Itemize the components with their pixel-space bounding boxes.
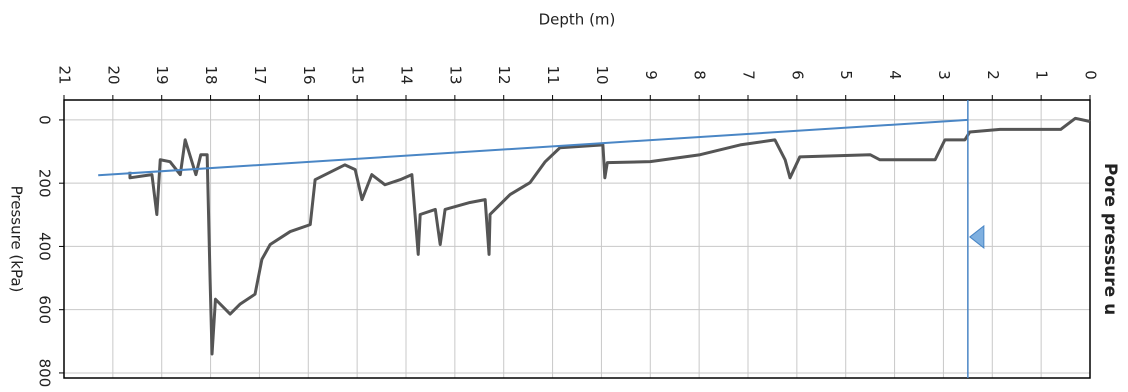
plot-frame [63, 99, 1091, 379]
y-tick-label: 600 [36, 295, 54, 324]
x-tick-label: 16 [300, 65, 318, 84]
x-tick-label: 2 [984, 70, 1002, 80]
x-tick-label: 0 [1082, 70, 1100, 80]
x-tick-label: 17 [251, 65, 269, 84]
x-tick-label: 8 [691, 70, 709, 80]
x-tick-label: 18 [202, 65, 220, 84]
x-tick-label: 9 [642, 70, 660, 80]
y-axis-label: Pressure (kPa) [8, 186, 26, 293]
x-tick-label: 3 [935, 70, 953, 80]
x-tick-label: 19 [153, 65, 171, 84]
right-label: Pore pressure u [1100, 163, 1120, 315]
x-tick-label: 20 [104, 65, 122, 84]
x-tick-label: 7 [740, 70, 758, 80]
x-tick-label: 12 [495, 65, 513, 84]
data-line [98, 118, 968, 177]
y-tick-label: 400 [36, 232, 54, 261]
x-tick-label: 4 [886, 70, 904, 80]
x-tick-label: 10 [593, 65, 611, 84]
x-tick-label: 14 [398, 65, 416, 84]
chart-title: Depth (m) [539, 11, 616, 29]
y-tick-label: 0 [36, 115, 54, 125]
x-tick-label: 1 [1033, 70, 1051, 80]
y-tick-label: 800 [36, 359, 54, 388]
x-tick-label: 6 [788, 70, 806, 80]
y-tick-label: 200 [36, 169, 54, 198]
water-level-marker [969, 224, 985, 249]
x-tick-label: 21 [56, 65, 74, 84]
data-line [128, 116, 1091, 356]
x-tick-label: 5 [837, 70, 855, 80]
x-tick-label: 13 [446, 65, 464, 84]
x-tick-label: 15 [349, 65, 367, 84]
x-tick-label: 11 [544, 65, 562, 84]
